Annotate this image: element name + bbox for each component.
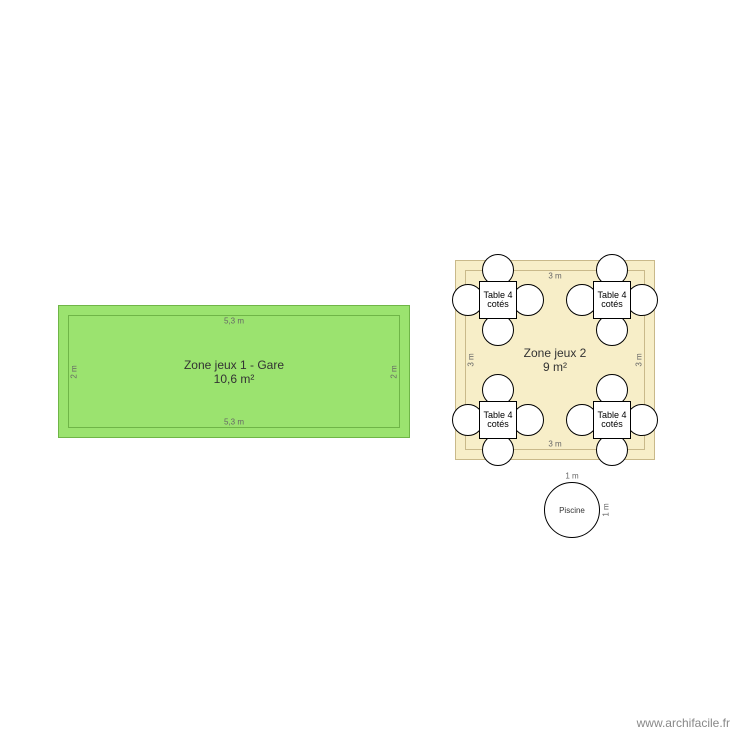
floorplan-canvas: Zone jeux 1 - Gare 10,6 m² 5,3 m 5,3 m 2… [0, 0, 750, 750]
zone-jeux-1-area: 10,6 m² [58, 372, 410, 386]
table-square: Table 4 cotés [593, 281, 631, 319]
table-square: Table 4 cotés [593, 401, 631, 439]
footer-link[interactable]: www.archifacile.fr [637, 716, 730, 730]
zone-jeux-2-title: Zone jeux 2 [455, 346, 655, 360]
table-label: Table 4 cotés [480, 291, 516, 309]
table-label: Table 4 cotés [594, 291, 630, 309]
footer-link-text: www.archifacile.fr [637, 716, 730, 730]
table-label: Table 4 cotés [594, 411, 630, 429]
zone1-dim-left: 2 m [70, 365, 79, 378]
piscine-label: Piscine [559, 506, 585, 515]
zone1-dim-bottom: 5,3 m [224, 418, 244, 427]
zone-jeux-1-title: Zone jeux 1 - Gare [58, 358, 410, 372]
piscine-dim-top: 1 m [565, 472, 578, 481]
zone-jeux-2-area: 9 m² [455, 360, 655, 374]
zone-jeux-1-label: Zone jeux 1 - Gare 10,6 m² [58, 358, 410, 387]
zone2-dim-left: 3 m [467, 353, 476, 366]
table-label: Table 4 cotés [480, 411, 516, 429]
piscine-dim-right: 1 m [602, 503, 611, 516]
zone-jeux-2-label: Zone jeux 2 9 m² [455, 346, 655, 375]
table-square: Table 4 cotés [479, 401, 517, 439]
zone2-dim-bottom: 3 m [548, 440, 561, 449]
zone1-dim-top: 5,3 m [224, 317, 244, 326]
zone2-dim-right: 3 m [635, 353, 644, 366]
zone1-dim-right: 2 m [390, 365, 399, 378]
piscine: Piscine [544, 482, 600, 538]
zone2-dim-top: 3 m [548, 272, 561, 281]
table-square: Table 4 cotés [479, 281, 517, 319]
